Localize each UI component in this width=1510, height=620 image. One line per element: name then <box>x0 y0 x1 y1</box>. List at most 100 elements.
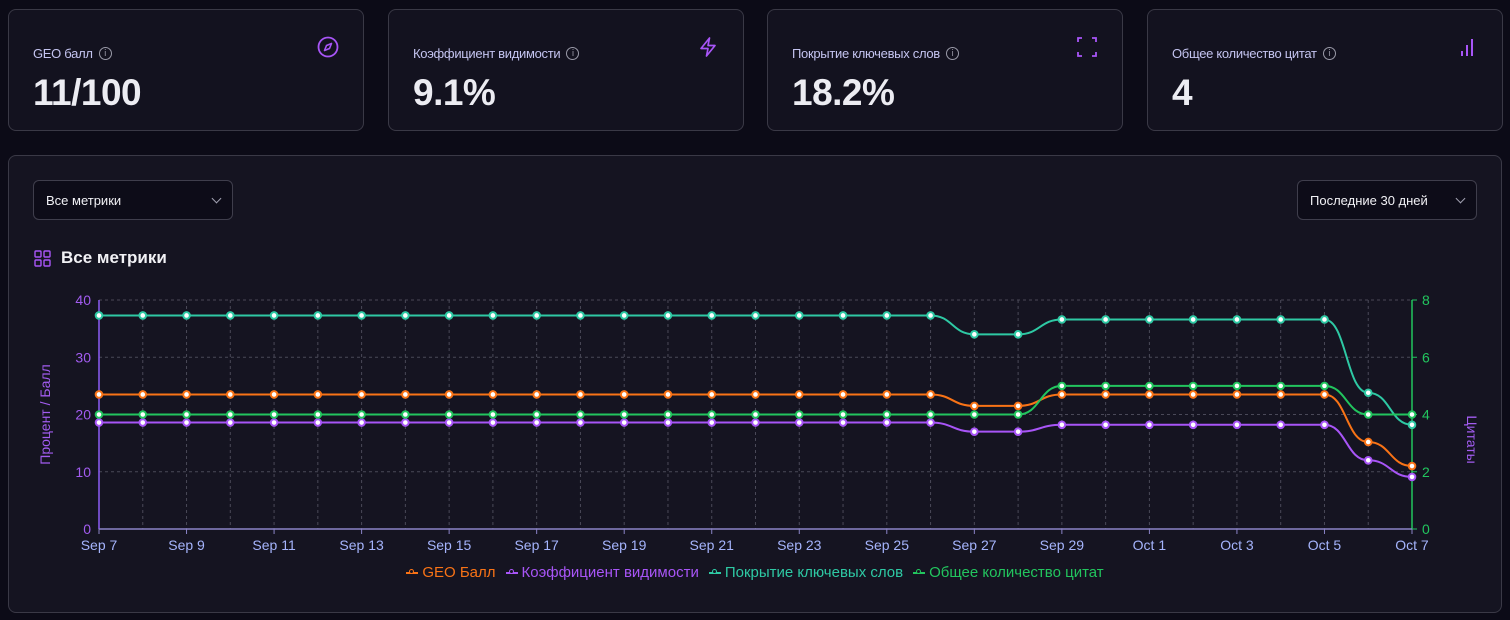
data-point-geo <box>663 390 673 399</box>
card-visibility: Коэффициент видимости i 9.1% <box>388 9 744 131</box>
data-point-geo <box>1057 390 1067 399</box>
data-point-keywords <box>1057 315 1067 324</box>
series-line-geo <box>99 393 1413 468</box>
legend-label: Общее количество цитат <box>929 564 1104 581</box>
data-point-keywords <box>182 311 191 320</box>
data-point-keywords <box>707 311 717 320</box>
data-point-citations <box>707 410 717 419</box>
y2-tick-label: 0 <box>1422 521 1430 537</box>
info-icon[interactable]: i <box>98 47 112 60</box>
data-point-geo <box>1320 390 1329 399</box>
data-point-keywords <box>401 311 410 320</box>
legend-marker-icon <box>913 568 926 574</box>
data-point-visibility <box>794 418 804 427</box>
info-icon[interactable]: i <box>566 47 580 60</box>
info-icon[interactable]: i <box>945 47 959 60</box>
data-point-keywords <box>1145 315 1154 324</box>
info-icon[interactable]: i <box>1322 47 1336 60</box>
data-point-citations <box>313 410 323 419</box>
grid-icon <box>34 249 51 267</box>
data-point-visibility <box>401 418 410 427</box>
data-point-citations <box>357 410 366 419</box>
data-point-geo <box>269 390 279 399</box>
y-tick-label: 40 <box>75 292 91 308</box>
legend-label: Коэффициент видимости <box>521 564 699 581</box>
data-point-citations <box>401 410 410 419</box>
data-point-visibility <box>576 418 585 427</box>
x-tick-label: Sep 15 <box>427 537 472 553</box>
data-point-geo <box>926 390 935 399</box>
card-geo-score: GEO балл i 11/100 <box>8 9 364 131</box>
scan-icon <box>1077 37 1097 57</box>
data-point-visibility <box>707 418 717 427</box>
data-point-visibility <box>1363 456 1373 465</box>
data-point-citations <box>1363 410 1373 419</box>
data-point-keywords <box>1188 315 1198 324</box>
card-label: GEO балл <box>33 46 93 61</box>
card-value: 4 <box>1172 72 1193 113</box>
metrics-chart: 0 10 20 30 40 0 2 4 6 8 Sep 7 Sep 9 Sep 11 Sep 13 Sep … <box>37 292 1480 553</box>
legend-item-visibility[interactable]: Коэффициент видимости <box>505 564 699 581</box>
data-point-geo <box>1101 390 1110 399</box>
data-point-keywords <box>532 311 541 320</box>
y-axis-label: Процент / Балл <box>37 364 53 464</box>
data-point-citations <box>1232 381 1242 391</box>
data-point-keywords <box>1232 315 1242 324</box>
data-point-geo <box>619 390 629 399</box>
data-point-visibility <box>94 418 104 427</box>
period-select-value: Последние 30 дней <box>1310 192 1428 208</box>
data-point-keywords <box>94 311 104 320</box>
legend-marker-icon <box>406 568 419 574</box>
legend-item-geo[interactable]: GEO Балл <box>406 564 496 581</box>
x-tick-label: Sep 17 <box>514 537 559 553</box>
data-point-citations <box>269 410 279 419</box>
data-point-geo <box>182 390 191 399</box>
legend-item-citations[interactable]: Общее количество цитат <box>913 564 1104 581</box>
data-point-keywords <box>838 311 848 320</box>
data-point-visibility <box>357 418 366 427</box>
compass-icon <box>317 36 339 58</box>
data-point-citations <box>226 410 235 419</box>
x-tick-label: Oct 7 <box>1395 537 1429 553</box>
data-point-visibility <box>926 418 935 427</box>
x-tick-label: Oct 3 <box>1220 537 1254 553</box>
data-point-geo <box>1407 461 1417 471</box>
card-value: 11/100 <box>33 72 142 113</box>
data-point-citations <box>1145 381 1154 391</box>
data-point-geo <box>488 390 498 399</box>
y2-tick-label: 4 <box>1422 407 1430 423</box>
data-point-visibility <box>226 418 235 427</box>
data-point-keywords <box>488 311 498 320</box>
x-tick-label: Sep 11 <box>252 537 296 553</box>
data-point-geo <box>94 390 104 399</box>
card-keyword-coverage: Покрытие ключевых слов i 18.2% <box>767 9 1123 131</box>
data-point-visibility <box>269 418 279 427</box>
card-total-citations: Общее количество цитат i 4 <box>1147 9 1503 131</box>
data-point-geo <box>138 390 148 399</box>
period-select[interactable]: Последние 30 дней <box>1297 180 1477 220</box>
x-tick-label: Sep 25 <box>865 537 910 553</box>
data-point-keywords <box>882 311 892 320</box>
metric-select-value: Все метрики <box>46 192 122 208</box>
data-point-geo <box>1232 390 1242 399</box>
data-point-keywords <box>1407 420 1417 430</box>
x-tick-label: Sep 21 <box>690 537 735 553</box>
data-point-citations <box>1407 410 1417 419</box>
y-tick-label: 20 <box>75 407 91 423</box>
data-point-geo <box>576 390 585 399</box>
data-point-geo <box>794 390 804 399</box>
data-point-visibility <box>838 418 848 427</box>
data-point-geo <box>313 390 323 399</box>
data-point-keywords <box>970 330 979 339</box>
data-point-geo <box>444 390 454 399</box>
data-point-citations <box>576 410 585 419</box>
legend-item-keywords[interactable]: Покрытие ключевых слов <box>708 564 903 581</box>
data-point-visibility <box>444 418 454 427</box>
card-label: Общее количество цитат <box>1172 46 1317 61</box>
data-point-citations <box>751 410 760 419</box>
metric-select[interactable]: Все метрики <box>33 180 233 220</box>
data-point-visibility <box>1320 420 1329 430</box>
card-label: Покрытие ключевых слов <box>792 46 940 61</box>
y2-tick-label: 8 <box>1422 292 1430 308</box>
data-point-keywords <box>444 311 454 320</box>
